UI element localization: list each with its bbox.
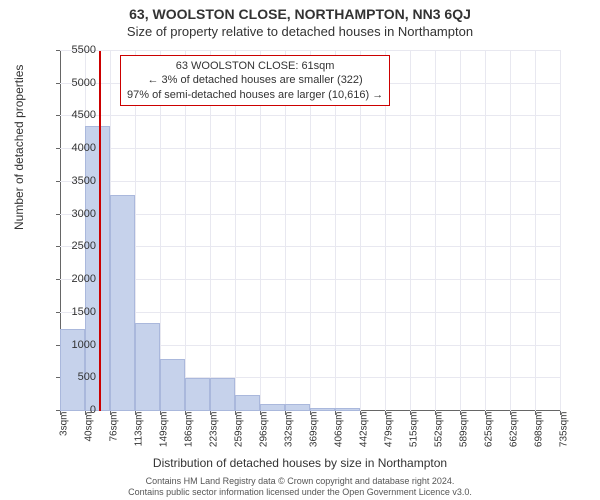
histogram-bar bbox=[260, 404, 285, 411]
ytick-label: 2500 bbox=[72, 240, 96, 252]
xtick-label: 296sqm bbox=[259, 412, 270, 448]
xtick-label: 406sqm bbox=[334, 412, 345, 448]
footer-line-1: Contains HM Land Registry data © Crown c… bbox=[0, 476, 600, 487]
ytick-mark bbox=[56, 214, 60, 215]
xtick-label: 698sqm bbox=[534, 412, 545, 448]
xtick-label: 3sqm bbox=[59, 412, 70, 436]
histogram-bar bbox=[185, 378, 210, 411]
gridline-v bbox=[485, 51, 486, 411]
gridline-v bbox=[435, 51, 436, 411]
xtick-label: 223sqm bbox=[209, 412, 220, 448]
ytick-label: 1000 bbox=[72, 339, 96, 351]
callout-line: 63 WOOLSTON CLOSE: 61sqm bbox=[127, 59, 383, 73]
xtick-label: 515sqm bbox=[409, 412, 420, 448]
x-axis-label: Distribution of detached houses by size … bbox=[0, 456, 600, 470]
gridline-v bbox=[460, 51, 461, 411]
histogram-bar bbox=[160, 359, 185, 411]
xtick-label: 589sqm bbox=[459, 412, 470, 448]
footer-line-2: Contains public sector information licen… bbox=[0, 487, 600, 498]
ytick-label: 3000 bbox=[72, 208, 96, 220]
attribution-footer: Contains HM Land Registry data © Crown c… bbox=[0, 476, 600, 498]
ytick-label: 5500 bbox=[72, 44, 96, 56]
histogram-bar bbox=[285, 404, 310, 411]
ytick-label: 3500 bbox=[72, 175, 96, 187]
callout-line: ← 3% of detached houses are smaller (322… bbox=[127, 73, 383, 87]
y-axis-label: Number of detached properties bbox=[12, 65, 26, 230]
chart-plot-area: 3sqm40sqm76sqm113sqm149sqm186sqm223sqm25… bbox=[60, 50, 561, 411]
callout-line: 97% of semi-detached houses are larger (… bbox=[127, 88, 383, 102]
xtick-label: 735sqm bbox=[559, 412, 570, 448]
gridline-v bbox=[535, 51, 536, 411]
xtick-label: 259sqm bbox=[234, 412, 245, 448]
property-marker-line bbox=[99, 51, 101, 411]
xtick-label: 369sqm bbox=[309, 412, 320, 448]
histogram-bar bbox=[135, 323, 160, 411]
histogram-bar bbox=[210, 378, 235, 411]
xtick-label: 40sqm bbox=[84, 412, 95, 442]
ytick-label: 5000 bbox=[72, 77, 96, 89]
xtick-label: 76sqm bbox=[109, 412, 120, 442]
ytick-mark bbox=[56, 115, 60, 116]
xtick-label: 442sqm bbox=[359, 412, 370, 448]
xtick-label: 662sqm bbox=[509, 412, 520, 448]
xtick-label: 149sqm bbox=[159, 412, 170, 448]
ytick-label: 500 bbox=[78, 371, 96, 383]
xtick-label: 479sqm bbox=[384, 412, 395, 448]
gridline-v bbox=[410, 51, 411, 411]
xtick-label: 552sqm bbox=[434, 412, 445, 448]
gridline-v bbox=[510, 51, 511, 411]
ytick-label: 0 bbox=[90, 404, 96, 416]
ytick-mark bbox=[56, 50, 60, 51]
xtick-label: 186sqm bbox=[184, 412, 195, 448]
ytick-mark bbox=[56, 246, 60, 247]
histogram-bar bbox=[335, 408, 360, 411]
page-title: 63, WOOLSTON CLOSE, NORTHAMPTON, NN3 6QJ bbox=[0, 0, 600, 22]
xtick-label: 332sqm bbox=[284, 412, 295, 448]
xtick-label: 625sqm bbox=[484, 412, 495, 448]
histogram-bar bbox=[110, 195, 135, 411]
ytick-label: 4000 bbox=[72, 142, 96, 154]
ytick-mark bbox=[56, 279, 60, 280]
ytick-mark bbox=[56, 148, 60, 149]
histogram-bar bbox=[310, 408, 335, 411]
callout-box: 63 WOOLSTON CLOSE: 61sqm← 3% of detached… bbox=[120, 55, 390, 106]
ytick-mark bbox=[56, 83, 60, 84]
ytick-label: 4500 bbox=[72, 109, 96, 121]
chart-subtitle: Size of property relative to detached ho… bbox=[0, 22, 600, 43]
ytick-label: 1500 bbox=[72, 306, 96, 318]
histogram-bar bbox=[235, 395, 260, 411]
ytick-mark bbox=[56, 312, 60, 313]
histogram-bar bbox=[85, 126, 110, 411]
ytick-label: 2000 bbox=[72, 273, 96, 285]
ytick-mark bbox=[56, 181, 60, 182]
gridline-v bbox=[560, 51, 561, 411]
xtick-label: 113sqm bbox=[134, 412, 145, 447]
